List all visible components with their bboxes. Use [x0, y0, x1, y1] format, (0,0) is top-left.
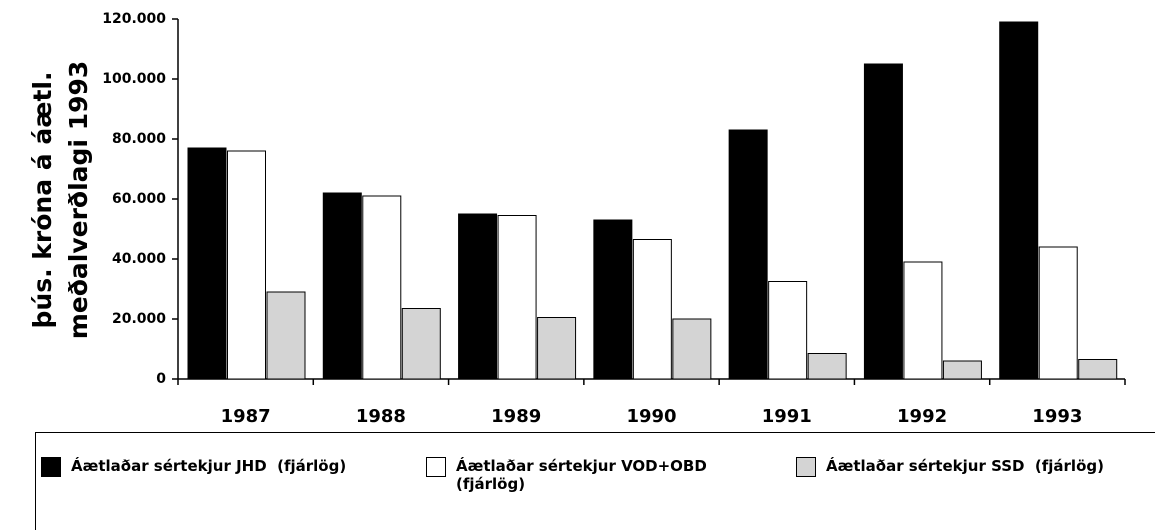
y-tick-label: 0 — [156, 371, 166, 387]
bar — [593, 219, 633, 380]
bar — [1078, 359, 1118, 380]
bar — [458, 213, 498, 380]
legend-item: Áætlaðar sértekjur JHD (fjárlög) — [41, 457, 401, 477]
legend-item: Áætlaðar sértekjur SSD (fjárlög) — [796, 457, 1136, 477]
y-tick-label: 40.000 — [112, 251, 166, 267]
legend-label: Áætlaðar sértekjur VOD+OBD (fjárlög) — [456, 457, 707, 493]
bar — [1038, 246, 1078, 380]
bar — [768, 281, 808, 380]
x-tick-label: 1989 — [491, 406, 541, 427]
y-axis-label: þús. króna á áætl. — [28, 72, 57, 329]
bar — [401, 308, 441, 380]
legend-label: Áætlaðar sértekjur SSD (fjárlög) — [826, 457, 1104, 475]
legend-label: Áætlaðar sértekjur JHD (fjárlög) — [71, 457, 347, 475]
bar — [227, 150, 266, 380]
bar — [632, 239, 672, 380]
legend-swatch — [426, 457, 446, 477]
x-tick-label: 1993 — [1032, 406, 1082, 427]
y-tick-label: 120.000 — [102, 11, 166, 27]
bar — [266, 291, 306, 380]
bar — [903, 261, 943, 380]
x-tick-label: 1992 — [897, 406, 947, 427]
y-axis-label: meðalverðlagi 1993 — [64, 61, 93, 340]
bar — [322, 192, 362, 380]
bar — [942, 360, 982, 380]
bar — [728, 129, 768, 380]
y-tick-label: 20.000 — [112, 311, 166, 327]
x-tick-label: 1987 — [221, 406, 271, 427]
chart: þús. króna á áætl. meðalverðlagi 1993 0 2… — [28, 11, 1126, 427]
bar — [187, 147, 227, 380]
bar — [362, 195, 402, 380]
legend-item: Áætlaðar sértekjur VOD+OBD (fjárlög) — [426, 457, 766, 493]
bar — [537, 317, 577, 380]
x-tick-label: 1988 — [356, 406, 406, 427]
bar — [807, 353, 847, 380]
bar — [863, 63, 903, 380]
y-tick-label: 60.000 — [112, 191, 166, 207]
bar — [497, 215, 537, 380]
x-tick-label: 1990 — [626, 406, 676, 427]
y-tick-label: 80.000 — [112, 131, 166, 147]
legend-swatch — [41, 457, 61, 477]
y-tick-label: 100.000 — [102, 71, 166, 87]
legend: Áætlaðar sértekjur JHD (fjárlög) Áætlaðar… — [35, 432, 1155, 530]
x-tick-label: 1991 — [762, 406, 812, 427]
bar — [999, 21, 1039, 380]
bar — [672, 318, 712, 380]
legend-swatch — [796, 457, 816, 477]
